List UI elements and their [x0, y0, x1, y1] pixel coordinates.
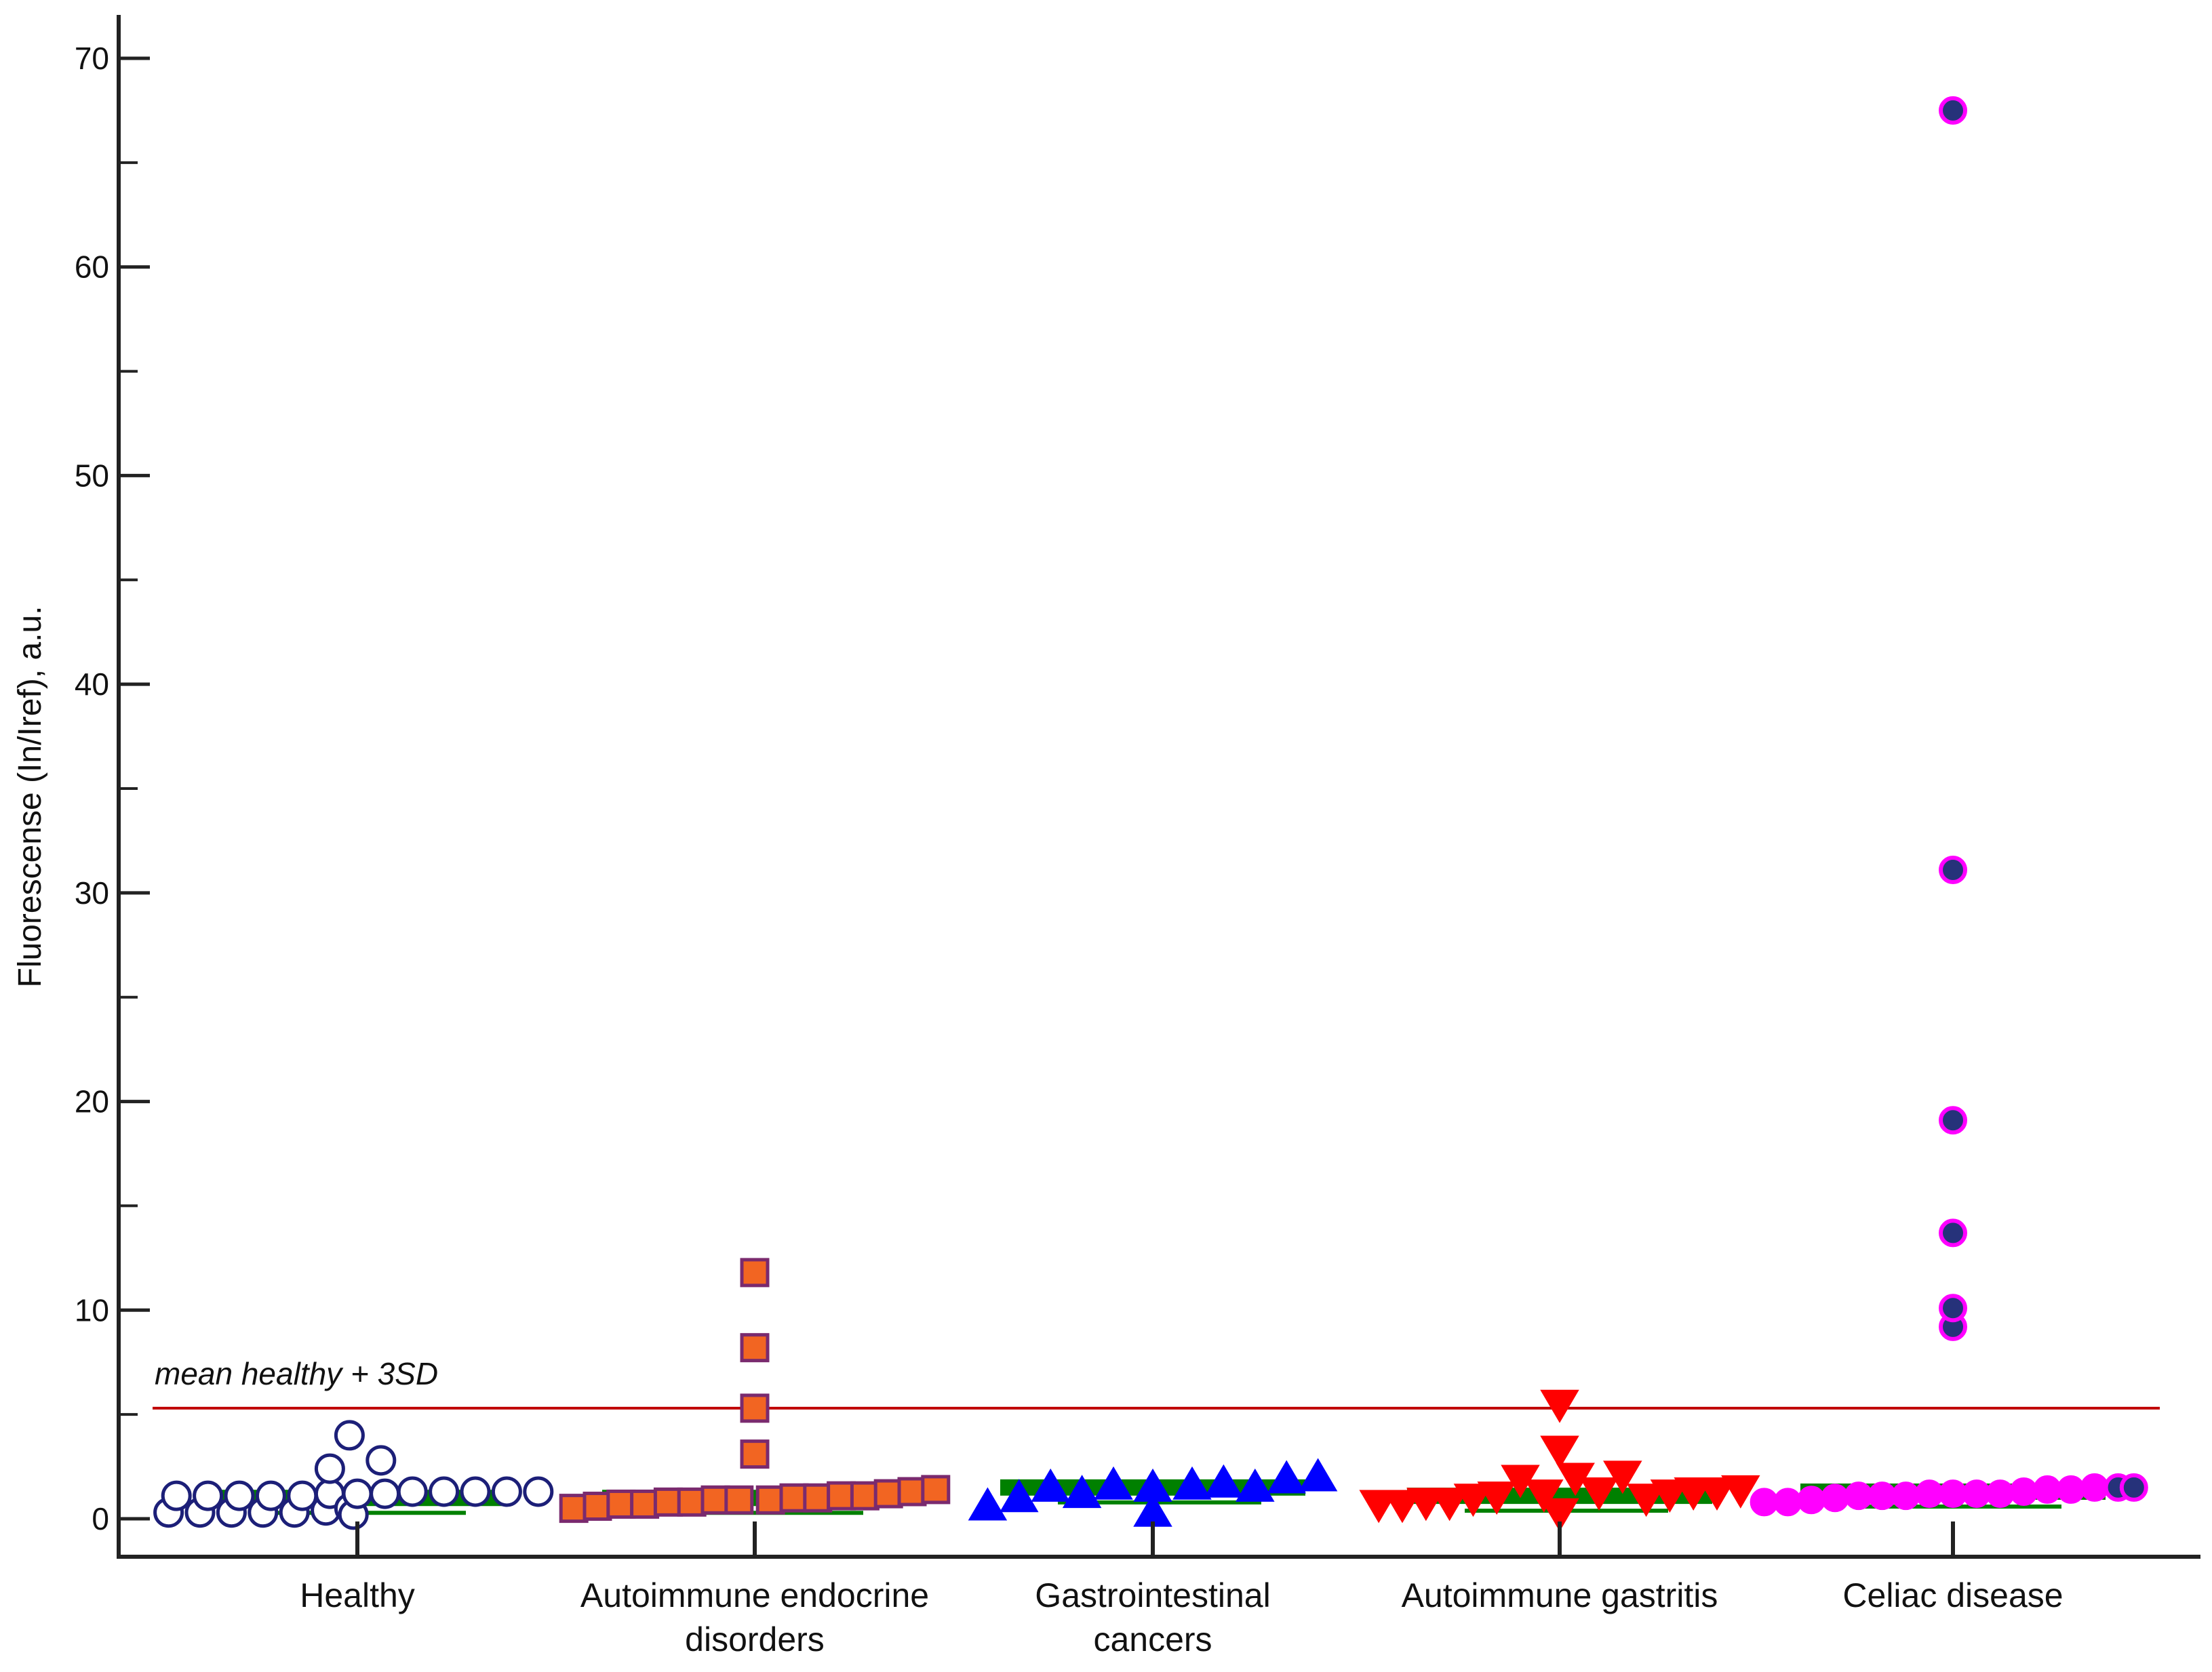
data-point-triangle-up: [968, 1487, 1008, 1521]
data-point-square: [740, 1439, 770, 1469]
data-point-circle: [2080, 1473, 2109, 1502]
data-point-circle: [1773, 1488, 1802, 1517]
data-point-circle: [1868, 1481, 1897, 1511]
data-point-circle: [2009, 1477, 2038, 1506]
data-point-circle: [1939, 96, 1967, 125]
data-point-circle: [523, 1476, 554, 1507]
data-point-square: [740, 1258, 770, 1288]
data-points: [153, 96, 2148, 1532]
data-point-circle: [1986, 1479, 2015, 1509]
data-point-circle: [1844, 1481, 1873, 1511]
data-point-circle: [1821, 1484, 1849, 1513]
data-point-square: [606, 1489, 636, 1519]
data-point-circle: [314, 1453, 345, 1484]
data-point-circle: [1750, 1488, 1779, 1517]
data-point-square: [897, 1477, 927, 1507]
data-point-triangle-up: [1031, 1468, 1070, 1502]
data-point-triangle-up: [1204, 1464, 1244, 1498]
data-point-square: [850, 1481, 880, 1511]
y-tick-label: 20: [75, 1084, 109, 1119]
data-point-triangle-up: [1236, 1468, 1275, 1502]
data-point-circle: [334, 1420, 365, 1451]
data-point-square: [582, 1492, 612, 1521]
data-point-circle: [2119, 1473, 2148, 1502]
data-point-circle: [1797, 1486, 1826, 1515]
y-tick-label: 50: [75, 458, 109, 493]
data-point-circle: [224, 1480, 255, 1511]
data-point-circle: [1939, 856, 1967, 885]
data-point-circle: [1939, 1294, 1967, 1323]
data-point-triangle-down: [1721, 1475, 1760, 1509]
data-point-triangle-down: [1579, 1477, 1619, 1511]
data-point-triangle-up: [1000, 1479, 1039, 1513]
data-point-triangle-down: [1453, 1484, 1493, 1517]
data-point-triangle-down: [1650, 1479, 1690, 1513]
data-point-triangle-down: [1540, 1389, 1579, 1423]
data-point-circle: [1939, 1218, 1967, 1248]
data-point-circle: [491, 1476, 522, 1507]
x-category-label: Healthy: [300, 1576, 415, 1614]
data-point-triangle-down: [1603, 1460, 1642, 1494]
data-point-triangle-down: [1540, 1435, 1579, 1469]
data-point-circle: [2057, 1475, 2085, 1504]
data-point-circle: [2033, 1475, 2062, 1504]
data-point-triangle-down: [1429, 1488, 1469, 1521]
data-point-circle: [1915, 1479, 1944, 1509]
data-point-circle: [342, 1478, 373, 1509]
y-tick-label: 10: [75, 1292, 109, 1328]
data-point-triangle-down: [1383, 1490, 1422, 1524]
data-point-circle: [255, 1480, 286, 1511]
data-point-square: [740, 1333, 770, 1363]
axes: [117, 15, 2200, 1559]
data-point-square: [740, 1393, 770, 1423]
data-point-circle: [1939, 1106, 1967, 1135]
data-point-triangle-down: [1626, 1484, 1666, 1517]
data-point-triangle-down: [1697, 1477, 1737, 1511]
data-point-circle: [161, 1480, 192, 1511]
y-axis-ticks: 0 10 20 30 40 50 60 70: [75, 41, 150, 1536]
data-point-circle: [193, 1480, 224, 1511]
data-point-triangle-up: [1172, 1466, 1212, 1500]
x-category-label: Celiac disease: [1842, 1576, 2063, 1614]
data-point-triangle-down: [1540, 1498, 1579, 1532]
data-point-circle: [366, 1445, 397, 1476]
data-point-triangle-up: [1094, 1466, 1133, 1500]
data-point-triangle-down: [1477, 1481, 1516, 1515]
y-tick-label: 70: [75, 41, 109, 76]
reference-line-label: mean healthy + 3SD: [155, 1356, 438, 1391]
x-axis-ticks: Healthy Autoimmune endocrine disorders Gast…: [300, 1521, 2063, 1658]
data-point-circle: [1939, 1479, 1967, 1509]
y-tick-label: 60: [75, 250, 109, 285]
data-point-triangle-up: [1133, 1468, 1172, 1502]
data-point-triangle-up: [1062, 1475, 1102, 1509]
data-point-circle: [429, 1476, 460, 1507]
x-category-label: Autoimmune endocrine disorders: [580, 1576, 929, 1658]
y-tick-label: 40: [75, 666, 109, 702]
data-point-square: [755, 1485, 785, 1515]
data-point-circle: [460, 1476, 491, 1507]
data-point-circle: [397, 1476, 428, 1507]
data-point-circle: [1891, 1481, 1920, 1511]
y-tick-label: 30: [75, 875, 109, 911]
data-point-triangle-down: [1524, 1479, 1564, 1513]
data-point-triangle-up: [1267, 1460, 1306, 1494]
data-point-square: [630, 1489, 660, 1519]
y-axis-title: Fluorescense (In/Iref), a.u.: [12, 606, 48, 988]
x-category-label: Gastrointestinal cancers: [1035, 1576, 1270, 1658]
data-point-triangle-up: [1298, 1458, 1338, 1492]
y-tick-label: 0: [92, 1501, 109, 1536]
data-point-square: [724, 1485, 754, 1515]
data-point-square: [921, 1475, 951, 1505]
data-point-circle: [370, 1478, 401, 1509]
x-category-label: Autoimmune gastritis: [1402, 1576, 1718, 1614]
data-point-circle: [1962, 1479, 1991, 1509]
